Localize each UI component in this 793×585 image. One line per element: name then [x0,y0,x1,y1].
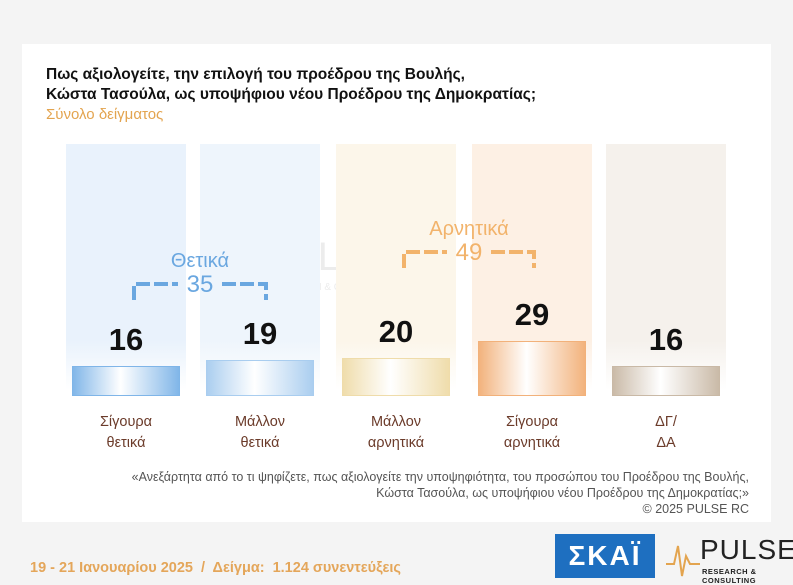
column-background [66,144,186,390]
bar [72,365,180,396]
category-label-line: ΔΑ [656,435,676,451]
bar-value-label: 29 [514,296,550,332]
category-label-line: θετικά [106,435,146,451]
category-label: Μάλλον θετικά [200,412,320,454]
footnote-line-2: Κώστα Τασούλα, ως υποψήφιου νέου Προέδρο… [376,486,749,500]
category-label: Σίγουρα αρνητικά [472,412,592,454]
category-label-line: Σίγουρα [99,414,153,430]
category-label-line: ΔΓ/ [655,414,677,430]
column-background [606,144,726,390]
pulse-logo-sub: RESEARCH & CONSULTING [702,567,757,585]
watermark-sub: RESEARCH & CONSULTING [266,282,399,293]
sample-label: Δείγμα: [212,560,265,576]
bar [206,359,314,396]
title-line-1: Πως αξιολογείτε, την επιλογή του προέδρο… [46,66,465,83]
title-line-2: Κώστα Τασούλα, ως υποψήφιου νέου Προέδρο… [46,86,536,103]
category-label-line: αρνητικά [503,435,561,451]
chart-title: Πως αξιολογείτε, την επιλογή του προέδρο… [46,65,646,105]
bar [612,365,720,396]
survey-separator: / [201,560,206,576]
bar-value-label: 19 [242,315,278,351]
copyright: © 2025 PULSE RC [642,502,749,516]
category-label: ΔΓ/ΔΑ [606,412,726,454]
chart-subtitle: Σύνολο δείγματος [46,106,164,123]
group-label: Θετικά [170,250,230,272]
footnote-line-1: «Ανεξάρτητα από το τι ψηφίζετε, πως αξιο… [131,470,749,484]
sample-value: 1.124 συνεντεύξεις [272,560,401,576]
bar-value-label: 16 [648,321,684,357]
column-background [200,144,320,390]
category-label: Σίγουρα θετικά [66,412,186,454]
category-label-line: θετικά [240,435,280,451]
survey-dates: 19 - 21 Ιανουαρίου 2025 [30,560,193,576]
pulse-logo: PULSE RESEARCH & CONSULTING [664,532,793,585]
category-label-line: Σίγουρα [505,414,559,430]
bar-value-label: 20 [378,314,414,349]
column-background [336,144,456,390]
category-label: Μάλλον αρνητικά [336,412,456,454]
pulse-wave-icon [666,545,700,577]
group-label: Αρνητικά [429,218,509,240]
category-label-line: Μάλλον [370,414,422,430]
question-footnote: «Ανεξάρτητα από το τι ψηφίζετε, πως αξιο… [49,469,749,517]
skai-logo: ΣΚΑΪ [555,534,655,578]
category-label-line: Μάλλον [234,414,286,430]
category-label-line: αρνητικά [367,435,425,451]
pulse-logo-name: PULSE [700,534,793,565]
survey-info: 19 - 21 Ιανουαρίου 2025 / Δείγμα: 1.124 … [30,560,405,576]
bar-value-label: 16 [108,321,144,357]
bar [478,340,586,396]
bar [342,358,450,396]
